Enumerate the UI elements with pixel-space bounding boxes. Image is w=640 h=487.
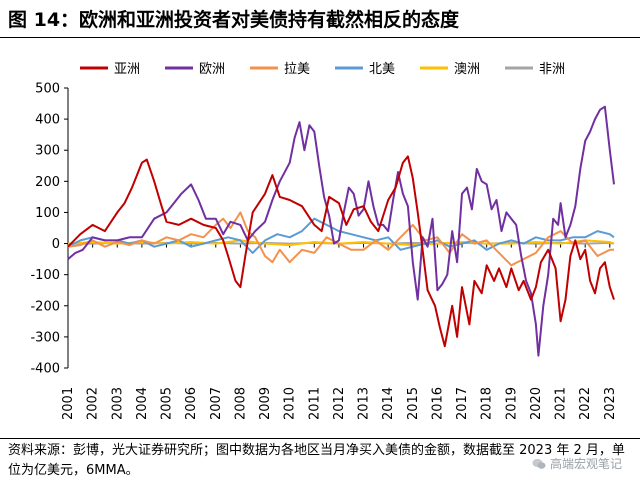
series-line-north_america: [67, 217, 615, 254]
x-axis: 2001 2002 2003 2004 2005 2006 2007 2008 2009 2010…: [61, 243, 618, 420]
series-line-asia: [67, 155, 615, 348]
legend-label-europe: 欧洲: [199, 62, 225, 77]
x-tick-label: 2003: [110, 387, 125, 420]
series-group: [67, 105, 615, 357]
footer-divider: [0, 438, 640, 439]
y-tick-label: 0: [52, 237, 60, 252]
watermark-text: 高端宏观笔记: [549, 457, 622, 471]
series-line-australia: [67, 239, 615, 247]
x-tick-label: 2017: [455, 387, 470, 420]
y-tick-label: 500: [35, 82, 60, 97]
chart-legend: 亚洲 欧洲 拉美 北美 澳洲 非洲: [80, 61, 565, 77]
y-tick-label: -100: [30, 268, 60, 283]
x-tick-label: 2005: [160, 387, 175, 420]
x-tick-label: 2010: [283, 387, 298, 420]
y-axis: 500 400 300 200 100 0 -100 -200 -300 -400: [30, 82, 69, 377]
x-tick-label: 2002: [86, 387, 101, 420]
legend-label-africa: 非洲: [539, 62, 565, 77]
legend-label-asia: 亚洲: [114, 62, 140, 77]
x-tick-label: 2001: [61, 387, 76, 420]
chart-title: 图 14：欧洲和亚洲投资者对美债持有截然相反的态度: [8, 9, 460, 31]
legend-label-australia: 澳洲: [454, 61, 480, 77]
title-divider: [0, 37, 640, 38]
legend-label-latam: 拉美: [284, 62, 310, 77]
x-tick-label: 2012: [332, 387, 347, 420]
x-tick-label: 2016: [430, 387, 445, 420]
x-tick-label: 2021: [554, 387, 569, 420]
x-tick-label: 2009: [258, 387, 273, 420]
x-tick-label: 2023: [603, 387, 618, 420]
x-tick-label: 2011: [307, 387, 322, 420]
x-tick-label: 2015: [406, 387, 421, 420]
wechat-icon: [532, 458, 546, 469]
x-tick-label: 2006: [184, 387, 199, 420]
x-tick-label: 2022: [578, 387, 593, 420]
legend-label-north_america: 北美: [369, 62, 395, 77]
source-note: 资料来源：彭博，光大证券研究所；图中数据为各地区当月净买入美债的金额，数据截至 …: [8, 443, 625, 478]
x-tick-label: 2013: [357, 387, 372, 420]
y-tick-label: -200: [30, 299, 60, 314]
y-tick-label: -300: [30, 330, 60, 345]
x-tick-label: 2014: [381, 387, 396, 420]
y-tick-label: 200: [35, 175, 60, 190]
line-chart: 亚洲 欧洲 拉美 北美 澳洲 非洲 500 400 300 200 100 0 -100 -200 -30…: [30, 61, 618, 420]
x-tick-label: 2019: [504, 387, 519, 420]
y-tick-label: 400: [35, 113, 60, 128]
y-tick-label: 100: [35, 206, 60, 221]
series-line-europe: [67, 105, 615, 357]
series-line-latam: [67, 211, 614, 267]
y-tick-label: 300: [35, 144, 60, 159]
watermark: 高端宏观笔记: [532, 455, 622, 472]
x-tick-label: 2008: [233, 387, 248, 420]
x-tick-label: 2007: [209, 387, 224, 420]
x-tick-label: 2018: [480, 387, 495, 420]
x-tick-label: 2020: [529, 387, 544, 420]
y-tick-label: -400: [30, 362, 60, 377]
x-tick-label: 2004: [135, 387, 150, 420]
